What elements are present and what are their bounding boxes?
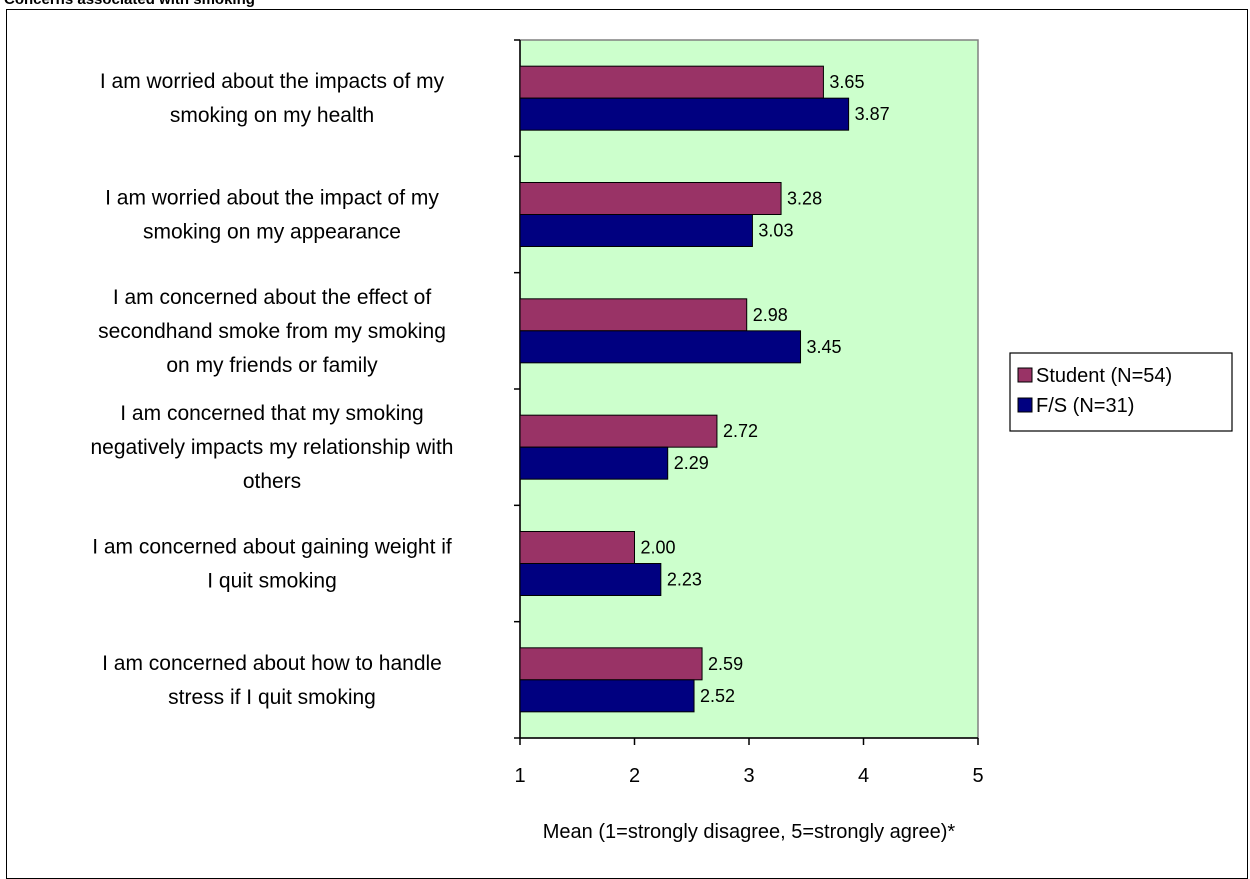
category-label-line: others [243,470,301,493]
bar-fs [519,330,802,364]
bar-student [519,647,703,681]
category-label: I am concerned that my smoking negatively… [91,402,454,493]
legend-swatch [1017,397,1033,413]
bar-student [519,298,748,332]
category-label-line: I am concerned about gaining weight if [92,536,452,559]
header-strip: Concerns associated with smoking [0,0,1250,8]
category-label-line: smoking on my health [170,104,374,127]
category-label-line: I am worried about the impacts of my [100,70,445,93]
bar-fs [519,446,669,480]
data-label: 2.29 [674,453,709,473]
category-label-line: I am concerned about how to handle [102,652,442,675]
legend-label: Student (N=54) [1036,365,1172,387]
category-label-line: I am concerned about the effect of [113,286,431,309]
bar-fs [519,214,753,247]
x-tick-label: 2 [629,765,640,787]
data-label: 3.45 [807,337,842,357]
category-label-line: secondhand smoke from my smoking [98,320,446,343]
x-tick-label: 4 [858,765,869,787]
x-axis-title: Mean (1=strongly disagree, 5=strongly ag… [543,821,956,843]
bar-student [519,65,824,99]
data-label: 3.28 [787,189,822,209]
bar-fs [519,679,695,713]
category-label-line: smoking on my appearance [143,221,401,244]
data-label: 2.52 [700,686,735,706]
x-tick-label: 1 [514,765,525,787]
data-label: 2.72 [723,421,758,441]
bar-fs [519,563,662,596]
bar-student [519,414,718,448]
data-label: 2.00 [641,538,676,558]
data-label: 3.65 [829,72,864,92]
legend-label: F/S (N=31) [1036,395,1134,417]
chart-title: Concerns associated with smoking [4,0,255,8]
data-label: 2.23 [667,570,702,590]
data-label: 3.03 [758,221,793,241]
category-label-line: on my friends or family [166,354,378,377]
category-label-line: I am concerned that my smoking [120,402,423,425]
category-label: I am worried about the impact of my smoki… [105,187,439,244]
legend-swatch [1017,367,1033,383]
category-label: I am concerned about gaining weight if I … [92,536,452,593]
category-label-line: negatively impacts my relationship with [91,436,454,459]
x-tick-label: 5 [972,765,983,787]
data-label: 2.59 [708,654,743,674]
category-label: I am concerned about how to handle stress… [102,652,442,709]
category-label-line: I am worried about the impact of my [105,187,439,210]
category-label-line: stress if I quit smoking [168,686,376,709]
bar-fs [519,97,850,131]
category-label: I am concerned about the effect of second… [98,286,446,377]
category-label-line: I quit smoking [207,570,337,593]
bar-student [519,182,782,215]
data-label: 3.87 [855,104,890,124]
category-label: I am worried about the impacts of my smok… [100,70,445,127]
x-tick-label: 3 [743,765,754,787]
data-label: 2.98 [753,305,788,325]
plot-area [519,39,979,739]
bar-student [519,531,635,564]
legend [1009,352,1233,432]
